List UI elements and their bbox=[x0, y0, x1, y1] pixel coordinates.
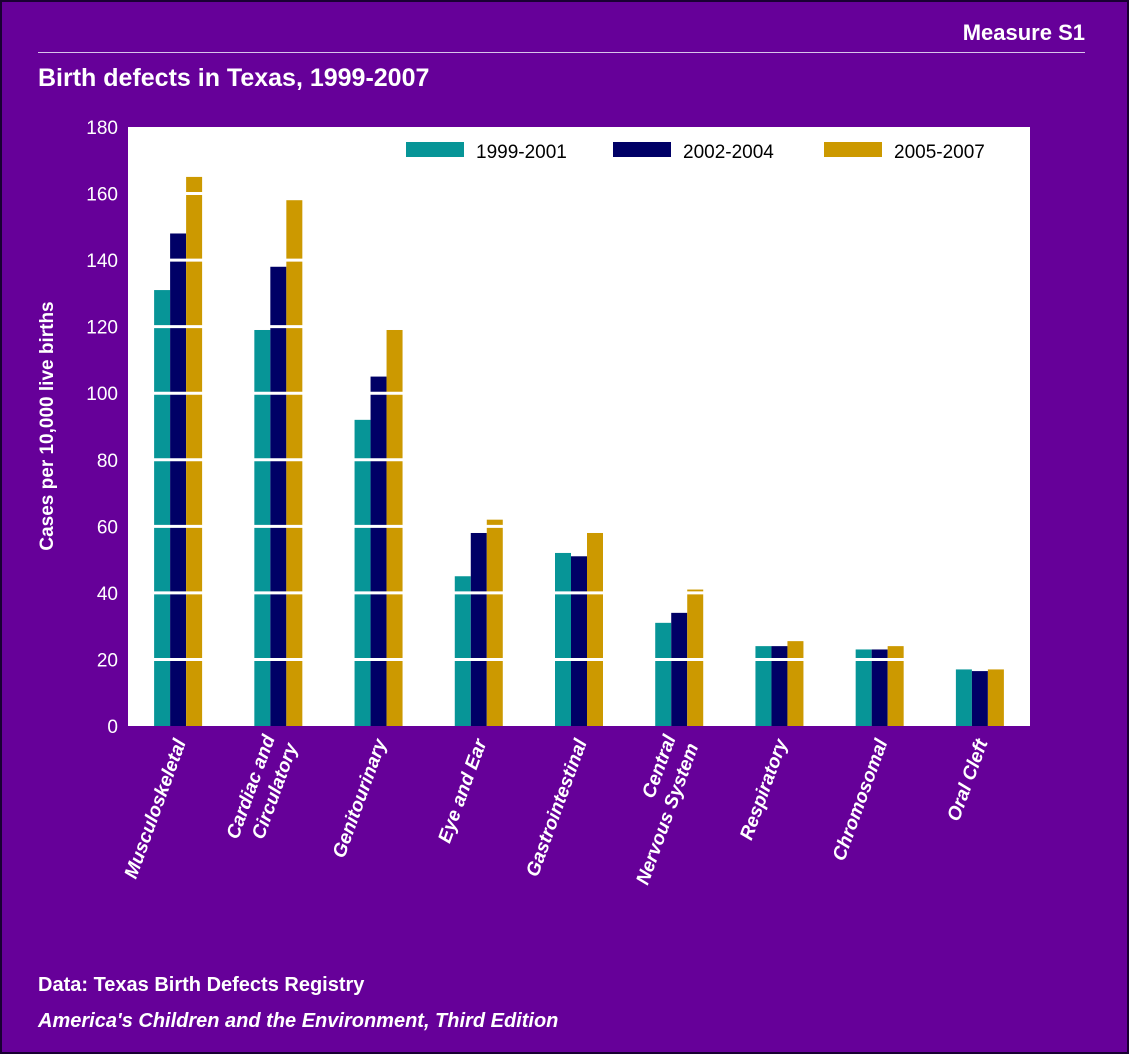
bar-2005-2007-8 bbox=[987, 669, 1004, 726]
bar-2005-2007-5 bbox=[687, 589, 704, 726]
y-tick-label: 60 bbox=[97, 517, 118, 538]
bar-1999-2001-7 bbox=[855, 649, 872, 726]
x-tick-label-line: Musculoskeletal bbox=[121, 736, 191, 882]
y-tick-label: 140 bbox=[86, 251, 118, 272]
x-tick-label: CentralNervous System bbox=[610, 732, 703, 888]
legend-swatch bbox=[824, 142, 882, 157]
bar-2005-2007-1 bbox=[286, 200, 303, 726]
y-tick-label: 180 bbox=[86, 118, 118, 139]
x-tick-label-line: Genitourinary bbox=[329, 735, 392, 861]
bar-2002-2004-8 bbox=[971, 671, 988, 726]
bar-2002-2004-2 bbox=[370, 376, 387, 726]
legend-label: 2002-2004 bbox=[683, 142, 774, 163]
bar-1999-2001-8 bbox=[955, 669, 972, 726]
bar-2005-2007-7 bbox=[887, 646, 904, 726]
y-tick-label: 80 bbox=[97, 451, 118, 472]
y-tick-label: 40 bbox=[97, 584, 118, 605]
legend-label: 2005-2007 bbox=[894, 142, 985, 163]
bar-2002-2004-3 bbox=[470, 532, 487, 726]
x-tick-label-line: Eye and Ear bbox=[435, 735, 492, 846]
bar-2002-2004-6 bbox=[771, 646, 788, 726]
y-axis-label: Cases per 10,000 live births bbox=[37, 301, 58, 550]
x-tick-label-line: Chromosomal bbox=[829, 736, 893, 864]
chart-title: Birth defects in Texas, 1999-2007 bbox=[38, 64, 430, 92]
bar-1999-2001-6 bbox=[755, 646, 772, 726]
bar-2002-2004-7 bbox=[871, 649, 888, 726]
y-tick-label: 100 bbox=[86, 384, 118, 405]
bar-2005-2007-0 bbox=[186, 176, 203, 726]
bar-2005-2007-2 bbox=[386, 329, 403, 726]
y-tick-label: 160 bbox=[86, 185, 118, 206]
x-tick-label-line: Gastrointestinal bbox=[522, 736, 591, 880]
bar-1999-2001-0 bbox=[154, 290, 171, 726]
x-tick-label: Eye and Ear bbox=[435, 735, 492, 846]
x-tick-label-line: Respiratory bbox=[736, 735, 792, 843]
bar-1999-2001-5 bbox=[655, 622, 672, 726]
measure-label: Measure S1 bbox=[962, 20, 1085, 45]
x-tick-label: Respiratory bbox=[736, 735, 792, 843]
bar-1999-2001-3 bbox=[454, 576, 471, 726]
bar-2002-2004-4 bbox=[571, 556, 587, 726]
x-tick-label: Gastrointestinal bbox=[522, 736, 591, 880]
x-tick-label: Genitourinary bbox=[329, 735, 392, 861]
bar-2005-2007-6 bbox=[787, 641, 804, 726]
bar-2002-2004-0 bbox=[170, 233, 187, 726]
y-tick-label: 0 bbox=[107, 717, 118, 738]
x-tick-label: Chromosomal bbox=[829, 736, 893, 864]
edition-note: America's Children and the Environment, … bbox=[38, 1010, 559, 1032]
y-tick-label: 120 bbox=[86, 318, 118, 339]
bar-1999-2001-4 bbox=[555, 552, 571, 726]
bar-2002-2004-1 bbox=[270, 266, 287, 726]
divider bbox=[38, 52, 1085, 53]
legend-label: 1999-2001 bbox=[476, 142, 567, 163]
y-tick-label: 20 bbox=[97, 650, 118, 671]
bar-2002-2004-5 bbox=[671, 612, 688, 726]
data-source: Data: Texas Birth Defects Registry bbox=[38, 974, 365, 996]
bar-1999-2001-1 bbox=[254, 329, 271, 726]
x-tick-label-line: Oral Cleft bbox=[944, 736, 993, 824]
bar-2005-2007-3 bbox=[486, 519, 503, 726]
bar-1999-2001-2 bbox=[354, 419, 371, 726]
bar-2005-2007-4 bbox=[587, 532, 603, 726]
legend-swatch bbox=[406, 142, 464, 157]
x-tick-label: Musculoskeletal bbox=[121, 736, 191, 882]
x-tick-label: Cardiac andCirculatory bbox=[223, 731, 303, 850]
legend-swatch bbox=[613, 142, 671, 157]
x-tick-label: Oral Cleft bbox=[944, 736, 993, 824]
